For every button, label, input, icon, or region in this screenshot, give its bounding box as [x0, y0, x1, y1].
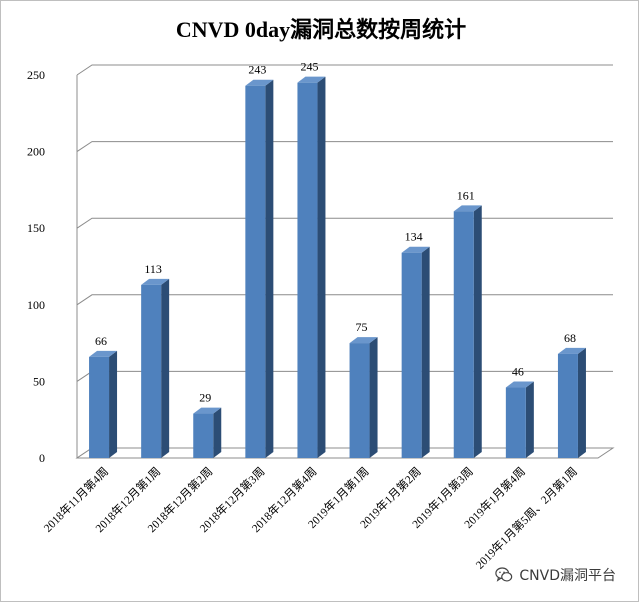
bar-front — [557, 353, 578, 458]
gridline — [76, 141, 613, 153]
bar-front — [89, 356, 110, 458]
bar-top — [297, 76, 326, 83]
bar-front — [245, 85, 266, 458]
data-label: 75 — [356, 320, 368, 334]
data-label: 161 — [457, 188, 475, 202]
bar — [89, 350, 118, 458]
bar-side — [369, 337, 378, 458]
chart-title: CNVD 0day漏洞总数按周统计 — [176, 17, 466, 42]
bar-side — [161, 278, 170, 458]
data-label: 46 — [512, 365, 524, 379]
y-axis-ticks: 0 50 100 150 200 250 — [27, 68, 45, 465]
y-tick-label: 150 — [27, 221, 45, 235]
y-tick-label: 50 — [33, 374, 45, 388]
y-tick-label: 0 — [39, 451, 45, 465]
bar-top — [557, 347, 586, 354]
bar — [245, 79, 274, 458]
watermark-text: CNVD漏洞平台 — [519, 568, 616, 584]
bar — [453, 205, 482, 458]
bar-side — [213, 407, 222, 458]
gridline — [76, 294, 613, 306]
data-label: 243 — [248, 63, 266, 77]
bar-top — [89, 350, 118, 357]
bar-top — [453, 205, 482, 212]
bar-top — [401, 246, 430, 253]
bar-side — [473, 205, 482, 458]
bar-top — [141, 278, 170, 285]
bar-side — [421, 246, 430, 458]
data-label: 29 — [199, 391, 211, 405]
x-axis-ticks: 2018年11月第4周2018年12月第1周2018年12月第2周2018年12… — [41, 464, 580, 571]
bars — [89, 76, 586, 458]
bar-side — [109, 350, 118, 458]
bar-top — [193, 407, 222, 414]
bar — [193, 407, 222, 458]
gridline — [76, 64, 613, 76]
wechat-icon — [495, 567, 513, 582]
bar-top — [349, 337, 378, 344]
bar — [297, 76, 326, 458]
bar-front — [297, 82, 318, 458]
data-label: 113 — [144, 262, 162, 276]
bar-front — [349, 343, 370, 458]
x-tick-label: 2019年1月第5周、2月第1周 — [473, 464, 580, 571]
bar — [557, 347, 586, 458]
bar-side — [525, 381, 534, 458]
y-tick-label: 200 — [27, 145, 45, 159]
bar-top — [245, 79, 274, 86]
bar-front — [505, 387, 526, 458]
gridline — [76, 217, 613, 229]
data-label: 68 — [564, 331, 576, 345]
bar-front — [453, 211, 474, 458]
bar — [401, 246, 430, 458]
data-labels: 66 113 29 243 245 75 134 161 46 68 — [95, 60, 576, 405]
bar-side — [577, 347, 586, 458]
bar-front — [401, 252, 422, 458]
bar — [505, 381, 534, 458]
data-label: 245 — [300, 60, 318, 74]
y-tick-label: 250 — [27, 68, 45, 82]
y-tick-label: 100 — [27, 298, 45, 312]
bar — [349, 337, 378, 458]
bar-front — [141, 284, 162, 458]
data-label: 134 — [405, 230, 423, 244]
bar-front — [193, 413, 214, 458]
bar-side — [265, 79, 274, 458]
bar-side — [317, 76, 326, 458]
watermark: CNVD漏洞平台 — [495, 565, 616, 585]
bar — [141, 278, 170, 458]
data-label: 66 — [95, 334, 107, 348]
bar-top — [505, 381, 534, 388]
